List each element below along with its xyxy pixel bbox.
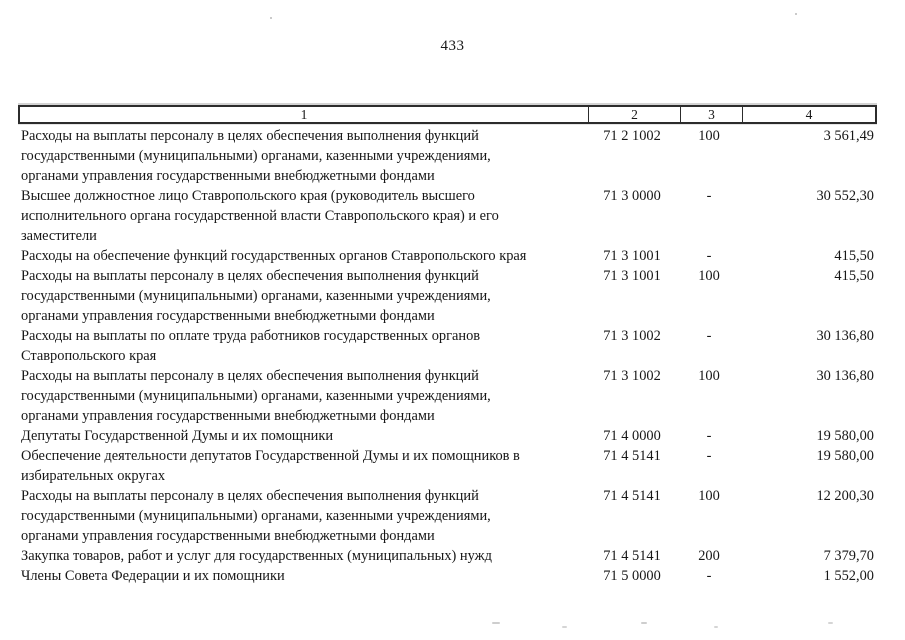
cell-code: 71 3 1001: [603, 248, 661, 264]
cell-group: 100: [698, 368, 720, 384]
cell-amount: 415,50: [834, 248, 874, 264]
scan-artifact: [795, 13, 797, 15]
cell-group: -: [706, 328, 712, 344]
cell-amount: 19 580,00: [816, 448, 874, 464]
scan-artifact: [562, 626, 567, 628]
table-row: Расходы на выплаты персоналу в целях обе…: [18, 266, 877, 326]
header-cell-3: 3: [680, 107, 742, 122]
budget-table: 1 2 3 4 Расходы на выплаты персоналу в ц…: [18, 105, 877, 586]
cell-code: 71 5 0000: [603, 568, 661, 584]
cell-amount: 415,50: [834, 268, 874, 284]
cell-description: Расходы на выплаты персоналу в целях обе…: [21, 488, 491, 544]
cell-group: 100: [698, 488, 720, 504]
table-row: Расходы на обеспечение функций государст…: [18, 246, 877, 266]
cell-group: 100: [698, 268, 720, 284]
scan-artifact: [492, 622, 500, 624]
cell-group: -: [706, 448, 712, 464]
cell-code: 71 3 1001: [603, 268, 661, 284]
header-cell-4: 4: [742, 107, 875, 122]
cell-group: -: [706, 568, 712, 584]
cell-description: Обеспечение деятельности депутатов Госуд…: [21, 448, 520, 484]
scan-artifact: [270, 17, 272, 19]
table-body: Расходы на выплаты персоналу в целях обе…: [18, 126, 877, 586]
cell-amount: 30 552,30: [816, 188, 874, 204]
table-row: Члены Совета Федерации и их помощники 71 …: [18, 566, 877, 586]
cell-description: Члены Совета Федерации и их помощники: [21, 568, 285, 584]
cell-amount: 7 379,70: [823, 548, 874, 564]
table-row: Расходы на выплаты персоналу в целях обе…: [18, 366, 877, 426]
cell-description: Расходы на выплаты персоналу в целях обе…: [21, 268, 491, 324]
cell-amount: 3 561,49: [823, 128, 874, 144]
cell-amount: 1 552,00: [823, 568, 874, 584]
header-cell-1: 1: [300, 106, 308, 122]
cell-description: Расходы на выплаты персоналу в целях обе…: [21, 368, 491, 424]
cell-amount: 19 580,00: [816, 428, 874, 444]
table-header-row: 1 2 3 4: [18, 105, 877, 124]
page-number: 433: [440, 38, 465, 54]
cell-group: 200: [698, 548, 720, 564]
cell-group: -: [706, 248, 712, 264]
cell-description: Высшее должностное лицо Ставропольского …: [21, 188, 499, 244]
table-row: Расходы на выплаты персоналу в целях обе…: [18, 126, 877, 186]
scan-artifact: [828, 622, 833, 624]
table-row: Высшее должностное лицо Ставропольского …: [18, 186, 877, 246]
cell-code: 71 3 1002: [603, 368, 661, 384]
cell-code: 71 3 0000: [603, 188, 661, 204]
scan-artifact: [714, 626, 718, 628]
cell-amount: 12 200,30: [816, 488, 874, 504]
cell-amount: 30 136,80: [816, 328, 874, 344]
cell-code: 71 4 5141: [603, 488, 661, 504]
table-row: Обеспечение деятельности депутатов Госуд…: [18, 446, 877, 486]
table-row: Расходы на выплаты персоналу в целях обе…: [18, 486, 877, 546]
table-row: Закупка товаров, работ и услуг для госуд…: [18, 546, 877, 566]
cell-code: 71 4 5141: [603, 448, 661, 464]
table-row: Расходы на выплаты по оплате труда работ…: [18, 326, 877, 366]
header-cell-2: 2: [588, 107, 680, 122]
cell-group: -: [706, 428, 712, 444]
cell-group: -: [706, 188, 712, 204]
cell-code: 71 4 5141: [603, 548, 661, 564]
cell-description: Расходы на выплаты персоналу в целях обе…: [21, 128, 491, 184]
table-row: Депутаты Государственной Думы и их помощ…: [18, 426, 877, 446]
cell-code: 71 3 1002: [603, 328, 661, 344]
cell-description: Закупка товаров, работ и услуг для госуд…: [21, 548, 492, 564]
cell-description: Депутаты Государственной Думы и их помощ…: [21, 428, 334, 444]
cell-amount: 30 136,80: [816, 368, 874, 384]
scan-artifact: [641, 622, 647, 624]
cell-code: 71 2 1002: [603, 128, 661, 144]
cell-group: 100: [698, 128, 720, 144]
cell-description: Расходы на выплаты по оплате труда работ…: [21, 328, 481, 364]
cell-code: 71 4 0000: [603, 428, 661, 444]
cell-description: Расходы на обеспечение функций государст…: [21, 248, 527, 264]
